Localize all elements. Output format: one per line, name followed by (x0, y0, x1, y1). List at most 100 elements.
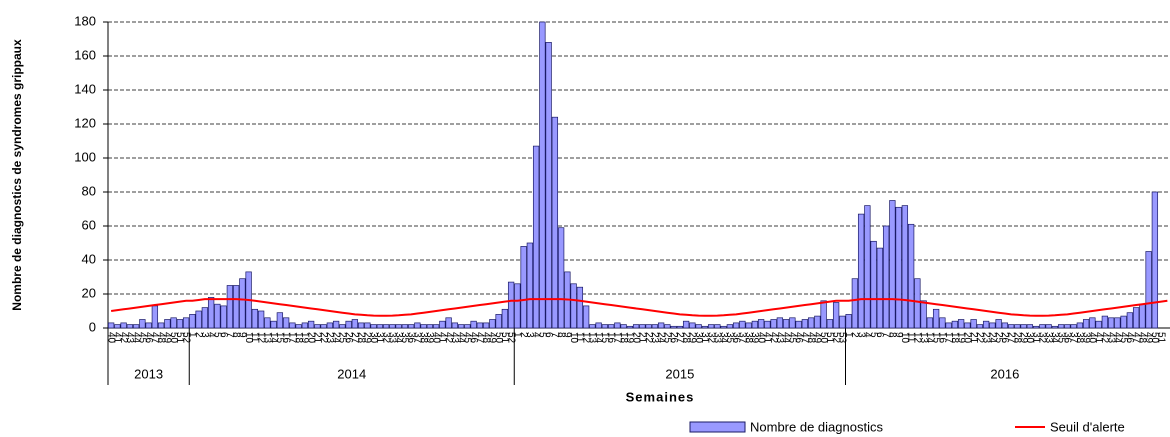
x-tick-label: 38 (418, 332, 429, 344)
y-tick-label: 160 (74, 47, 96, 62)
x-tick-label: 14 (593, 332, 604, 344)
x-tick-label: 52 (505, 332, 516, 344)
bar (976, 324, 984, 329)
bar (351, 319, 359, 329)
bar (457, 324, 465, 329)
x-tick-label: 43 (774, 332, 785, 344)
bar (1014, 324, 1021, 329)
x-tick-label: 15 (930, 332, 941, 344)
bar (995, 319, 1002, 329)
x-tick-label: 45 (1118, 332, 1129, 344)
x-tick-label: 45 (137, 332, 148, 344)
y-axis-label: Nombre de diagnostics de syndromes gripp… (10, 39, 24, 311)
bar (989, 322, 996, 329)
bar (164, 319, 171, 329)
x-tick-label: 27 (674, 332, 685, 344)
y-tick-label: 140 (74, 81, 96, 96)
bar (595, 322, 602, 329)
bar (220, 305, 227, 329)
x-tick-label: 48 (805, 332, 816, 344)
x-tick-label: 26 (668, 332, 679, 344)
threshold-line (110, 298, 1168, 317)
bar (282, 317, 290, 329)
x-tick-label: 42 (443, 332, 454, 344)
x-tick-label: 46 (793, 332, 804, 344)
bar (701, 325, 709, 329)
x-tick-label: 15 (599, 332, 610, 344)
x-tick-label: 31 (1030, 332, 1041, 344)
x-tick-label: 41 (1093, 332, 1104, 344)
x-tick-label: 33 (712, 332, 723, 344)
bar (864, 205, 871, 329)
x-tick-label: 42 (1099, 332, 1110, 344)
x-tick-label: 1 (843, 332, 854, 338)
x-tick-label: 28 (680, 332, 691, 344)
x-tick-label: 9 (237, 332, 248, 338)
bar (1045, 324, 1052, 329)
bar (839, 315, 846, 329)
bar (289, 322, 296, 329)
x-tick-label: 51 (824, 332, 835, 344)
bar (757, 319, 765, 329)
x-tick-label: 29 (1018, 332, 1029, 344)
bar (764, 320, 771, 329)
x-tick-label: 39 (749, 332, 760, 344)
x-tick-label: 37 (412, 332, 423, 344)
bar (582, 305, 590, 329)
bar (332, 320, 340, 329)
bar (832, 302, 840, 329)
bar (495, 314, 502, 329)
x-tick-label: 2 (849, 332, 860, 338)
bar (939, 317, 946, 329)
bar (482, 322, 490, 329)
bar (620, 324, 627, 329)
bar (489, 319, 496, 329)
y-tick-label: 60 (82, 217, 96, 232)
bar (151, 305, 159, 329)
bar (207, 297, 215, 329)
bar (126, 324, 134, 329)
bar (270, 320, 277, 329)
x-tick-label: 23 (324, 332, 335, 344)
x-tick-label: 31 (374, 332, 385, 344)
bar (664, 324, 671, 329)
x-tick-label: 26 (999, 332, 1010, 344)
x-tick-label: 22 (318, 332, 329, 344)
x-tick-label: 5 (212, 332, 223, 338)
bar (945, 322, 952, 329)
x-tick-label: 40 (105, 332, 116, 344)
x-tick-label: 15 (274, 332, 285, 344)
bar (1095, 320, 1102, 329)
x-tick-label: 24 (330, 332, 341, 344)
bar (107, 322, 115, 329)
x-tick-label: 23 (980, 332, 991, 344)
year-label: 2016 (990, 366, 1019, 381)
x-tick-label: 18 (949, 332, 960, 344)
bar (626, 325, 634, 329)
x-tick-label: 21 (312, 332, 323, 344)
x-tick-label: 18 (618, 332, 629, 344)
bar (201, 307, 209, 329)
bar (739, 320, 746, 329)
x-tick-label: 51 (499, 332, 510, 344)
x-tick-label: 52 (180, 332, 191, 344)
x-tick-label: 45 (462, 332, 473, 344)
bar (214, 303, 221, 329)
x-tick-label: 4 (205, 332, 216, 338)
x-tick-label: 16 (280, 332, 291, 344)
year-label: 2013 (134, 366, 163, 381)
bar (1020, 324, 1027, 329)
bar (889, 200, 896, 329)
x-tick-label: 10 (568, 332, 579, 344)
bar (226, 285, 234, 329)
x-tick-label: 19 (299, 332, 310, 344)
bar (814, 315, 821, 329)
bar (795, 320, 802, 329)
bar (907, 223, 915, 329)
bar (1151, 191, 1159, 329)
bar (632, 324, 640, 329)
bar (532, 145, 540, 329)
bar (232, 285, 240, 329)
bar (682, 320, 690, 329)
